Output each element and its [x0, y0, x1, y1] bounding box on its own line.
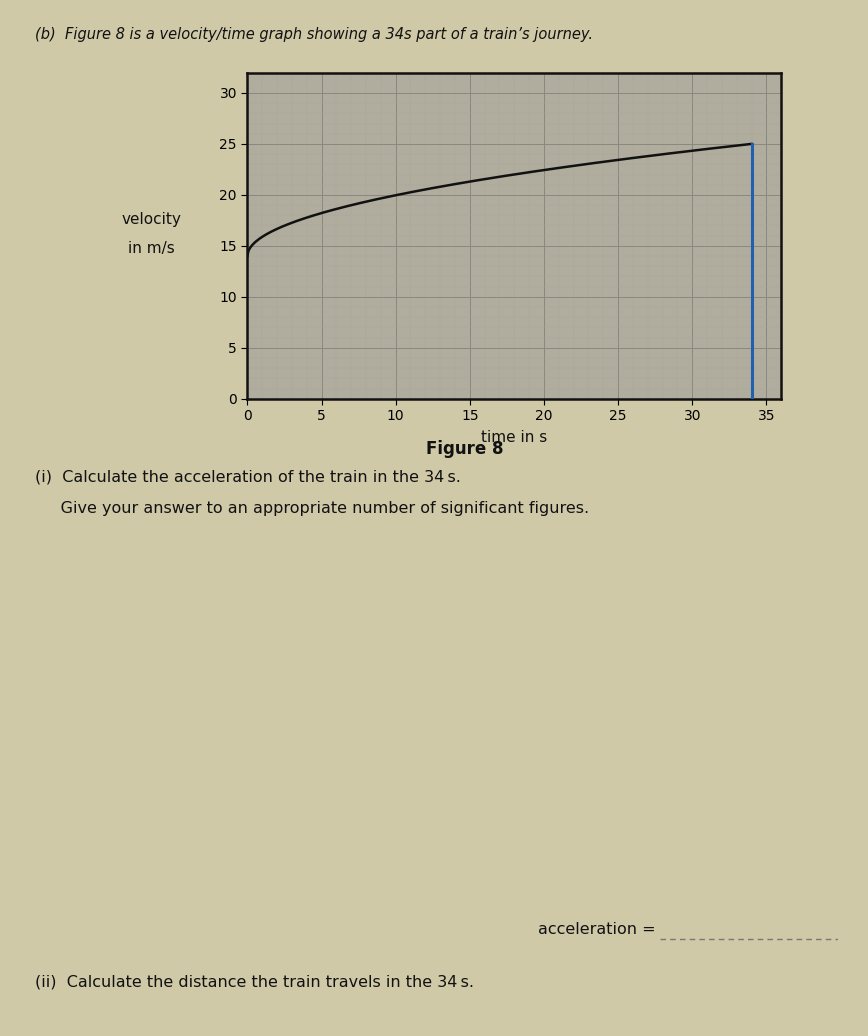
Text: acceleration =: acceleration = [538, 922, 661, 938]
Text: (b)  Figure 8 is a velocity/time graph showing a 34s part of a train’s journey.: (b) Figure 8 is a velocity/time graph sh… [35, 27, 593, 42]
Text: (i)  Calculate the acceleration of the train in the 34 s.: (i) Calculate the acceleration of the tr… [35, 469, 461, 485]
Text: velocity: velocity [122, 212, 181, 227]
Text: Give your answer to an appropriate number of significant figures.: Give your answer to an appropriate numbe… [35, 500, 589, 516]
X-axis label: time in s: time in s [481, 430, 548, 445]
Text: Figure 8: Figure 8 [425, 440, 503, 458]
Text: (ii)  Calculate the distance the train travels in the 34 s.: (ii) Calculate the distance the train tr… [35, 974, 474, 989]
Text: in m/s: in m/s [128, 241, 174, 256]
